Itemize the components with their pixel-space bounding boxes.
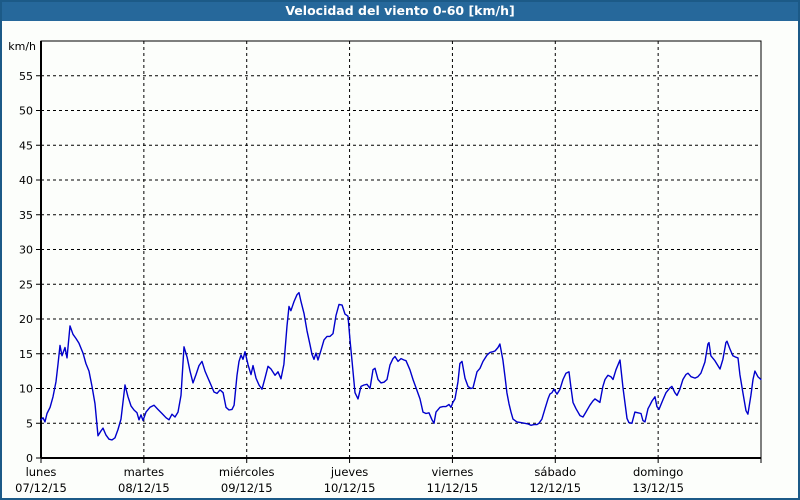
svg-text:13/12/15: 13/12/15 bbox=[632, 481, 684, 495]
svg-text:20: 20 bbox=[19, 313, 33, 326]
svg-text:08/12/15: 08/12/15 bbox=[118, 481, 170, 495]
svg-text:07/12/15: 07/12/15 bbox=[15, 481, 67, 495]
svg-text:jueves: jueves bbox=[330, 465, 368, 479]
chart-title-bar: Velocidad del viento 0-60 [km/h] bbox=[0, 0, 800, 21]
svg-text:25: 25 bbox=[19, 278, 33, 291]
svg-text:55: 55 bbox=[19, 70, 33, 83]
svg-text:km/h: km/h bbox=[8, 40, 36, 53]
svg-text:30: 30 bbox=[19, 244, 33, 257]
chart-title: Velocidad del viento 0-60 [km/h] bbox=[285, 3, 515, 18]
svg-text:40: 40 bbox=[19, 174, 33, 187]
svg-text:10/12/15: 10/12/15 bbox=[324, 481, 376, 495]
svg-text:5: 5 bbox=[26, 417, 33, 430]
svg-text:50: 50 bbox=[19, 105, 33, 118]
svg-text:lunes: lunes bbox=[26, 465, 57, 479]
svg-text:10: 10 bbox=[19, 383, 33, 396]
svg-text:viernes: viernes bbox=[431, 465, 473, 479]
svg-text:35: 35 bbox=[19, 209, 33, 222]
svg-text:45: 45 bbox=[19, 139, 33, 152]
svg-text:0: 0 bbox=[26, 452, 33, 465]
svg-text:11/12/15: 11/12/15 bbox=[427, 481, 479, 495]
svg-text:miércoles: miércoles bbox=[219, 465, 275, 479]
svg-text:15: 15 bbox=[19, 348, 33, 361]
svg-text:martes: martes bbox=[124, 465, 165, 479]
svg-text:sábado: sábado bbox=[534, 465, 576, 479]
wind-speed-series bbox=[40, 291, 762, 441]
svg-text:domingo: domingo bbox=[633, 465, 683, 479]
svg-text:09/12/15: 09/12/15 bbox=[221, 481, 273, 495]
svg-text:12/12/15: 12/12/15 bbox=[529, 481, 581, 495]
